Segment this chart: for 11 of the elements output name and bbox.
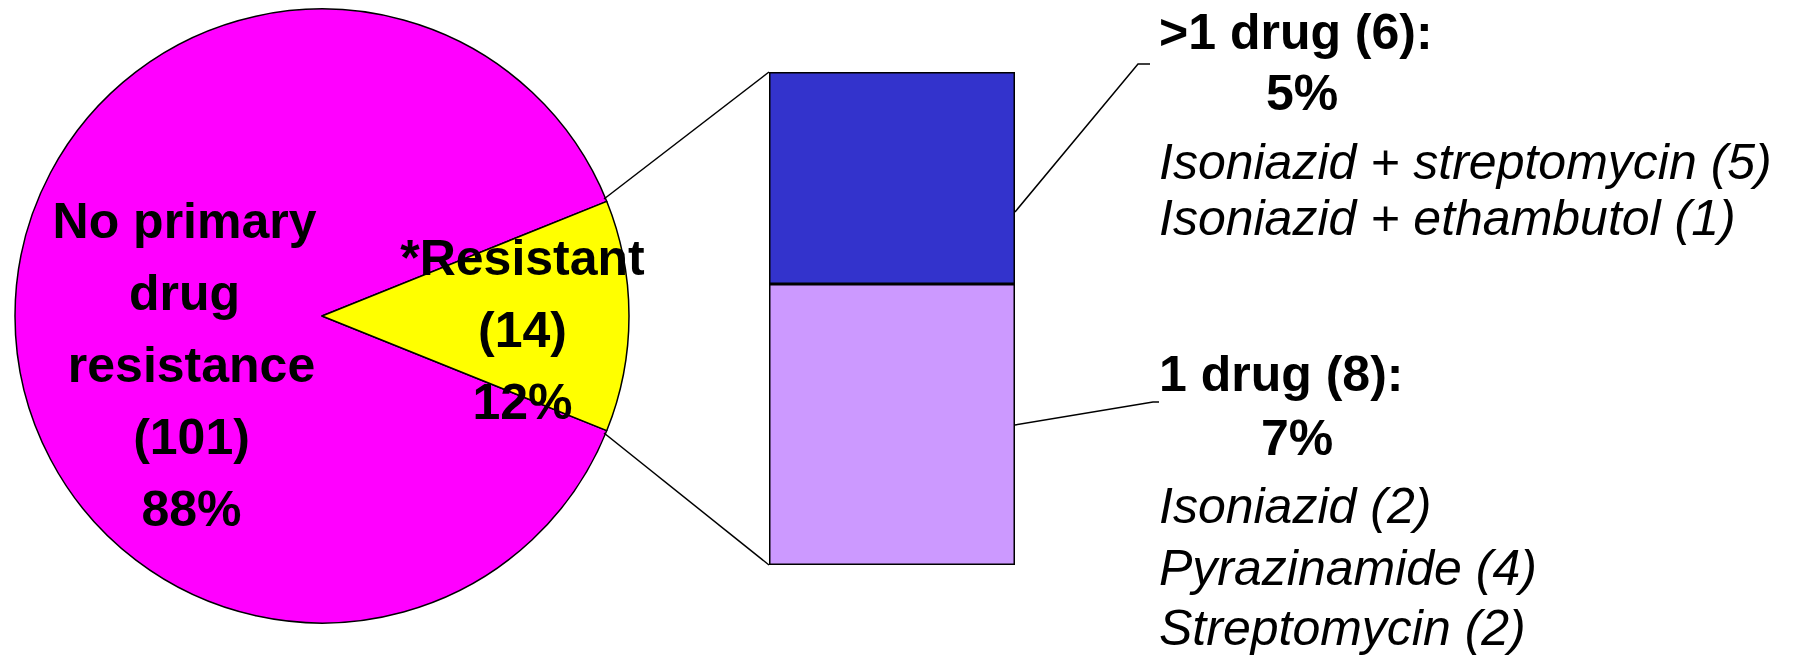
text: 1 drug (8): (1159, 346, 1404, 402)
text: 7% (1261, 410, 1334, 466)
text: 5% (1266, 65, 1339, 121)
text: Pyrazinamide (4) (1159, 540, 1537, 596)
text: Isoniazid (2) (1159, 478, 1432, 534)
text: Streptomycin (2) (1159, 600, 1526, 656)
text: Isoniazid + ethambutol (1) (1159, 190, 1736, 246)
text: >1 drug (6): (1159, 4, 1433, 60)
data-label: (101) 88% (133, 409, 250, 537)
text: Isoniazid + streptomycin (5) (1159, 134, 1772, 190)
slice-label: No primary drug resistance (52, 193, 331, 393)
